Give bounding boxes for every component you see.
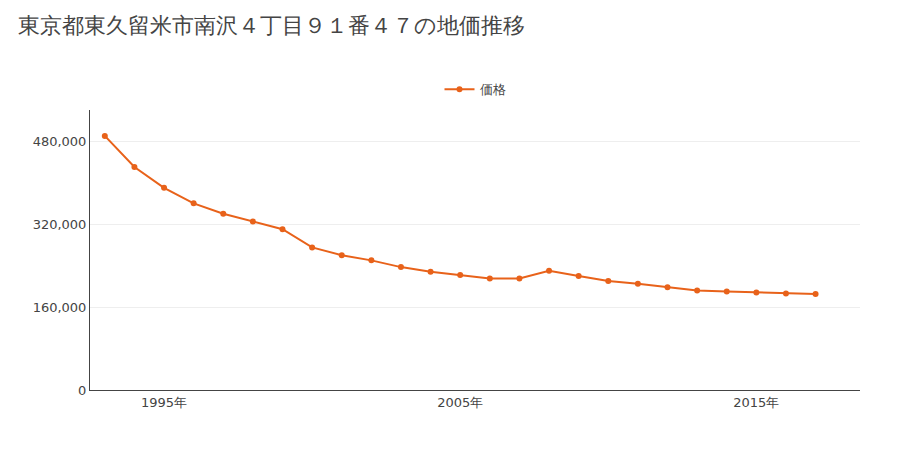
svg-text:2005年: 2005年: [437, 395, 483, 410]
svg-text:価格: 価格: [480, 82, 506, 97]
svg-text:480,000: 480,000: [33, 134, 87, 149]
svg-text:2015年: 2015年: [733, 395, 779, 410]
svg-text:160,000: 160,000: [33, 300, 87, 315]
svg-text:東京都東久留米市南沢４丁目９１番４７の地価推移: 東京都東久留米市南沢４丁目９１番４７の地価推移: [18, 13, 525, 38]
svg-text:1995年: 1995年: [141, 395, 187, 410]
svg-text:320,000: 320,000: [33, 217, 87, 232]
svg-text:0: 0: [78, 383, 86, 398]
